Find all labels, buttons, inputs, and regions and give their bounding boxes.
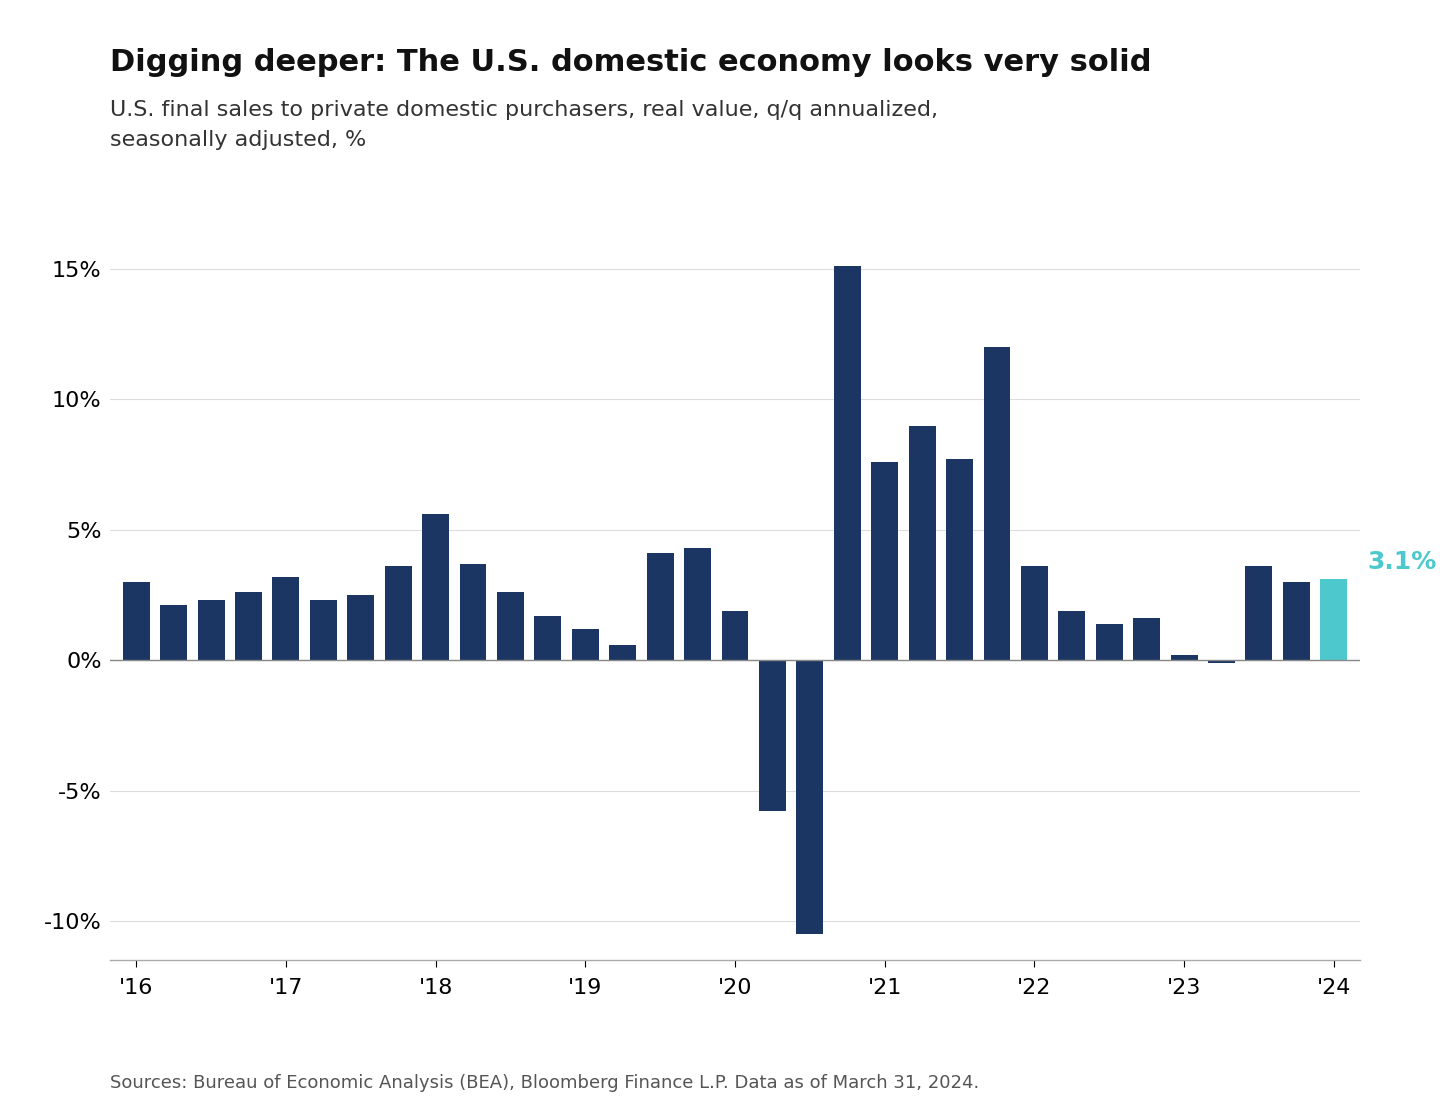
Bar	[197, 600, 225, 660]
Bar	[647, 553, 674, 660]
Bar	[1096, 624, 1123, 660]
Bar	[1208, 660, 1236, 663]
Bar	[310, 600, 337, 660]
Bar	[796, 660, 824, 934]
Bar	[572, 629, 599, 660]
Bar	[871, 463, 899, 660]
Bar	[122, 582, 150, 660]
Bar	[909, 426, 936, 660]
Bar	[759, 660, 786, 811]
Bar	[497, 592, 524, 660]
Bar	[235, 592, 262, 660]
Bar	[834, 267, 861, 660]
Bar	[1320, 579, 1348, 660]
Text: Digging deeper: The U.S. domestic economy looks very solid: Digging deeper: The U.S. domestic econom…	[109, 48, 1152, 77]
Bar	[534, 616, 562, 660]
Bar	[984, 347, 1011, 660]
Bar	[1246, 567, 1273, 660]
Bar	[684, 548, 711, 660]
Bar	[1021, 567, 1048, 660]
Bar	[721, 610, 749, 660]
Bar	[1133, 618, 1161, 660]
Text: 3.1%: 3.1%	[1368, 550, 1437, 575]
Bar	[1283, 582, 1310, 660]
Bar	[160, 606, 187, 660]
Bar	[272, 577, 300, 660]
Bar	[1171, 655, 1198, 660]
Bar	[384, 567, 412, 660]
Text: Sources: Bureau of Economic Analysis (BEA), Bloomberg Finance L.P. Data as of Ma: Sources: Bureau of Economic Analysis (BE…	[109, 1074, 979, 1092]
Bar	[459, 563, 487, 660]
Bar	[946, 459, 973, 660]
Bar	[347, 595, 374, 660]
Text: U.S. final sales to private domestic purchasers, real value, q/q annualized,
sea: U.S. final sales to private domestic pur…	[109, 100, 937, 150]
Bar	[1058, 610, 1086, 660]
Bar	[422, 514, 449, 660]
Bar	[609, 644, 636, 660]
